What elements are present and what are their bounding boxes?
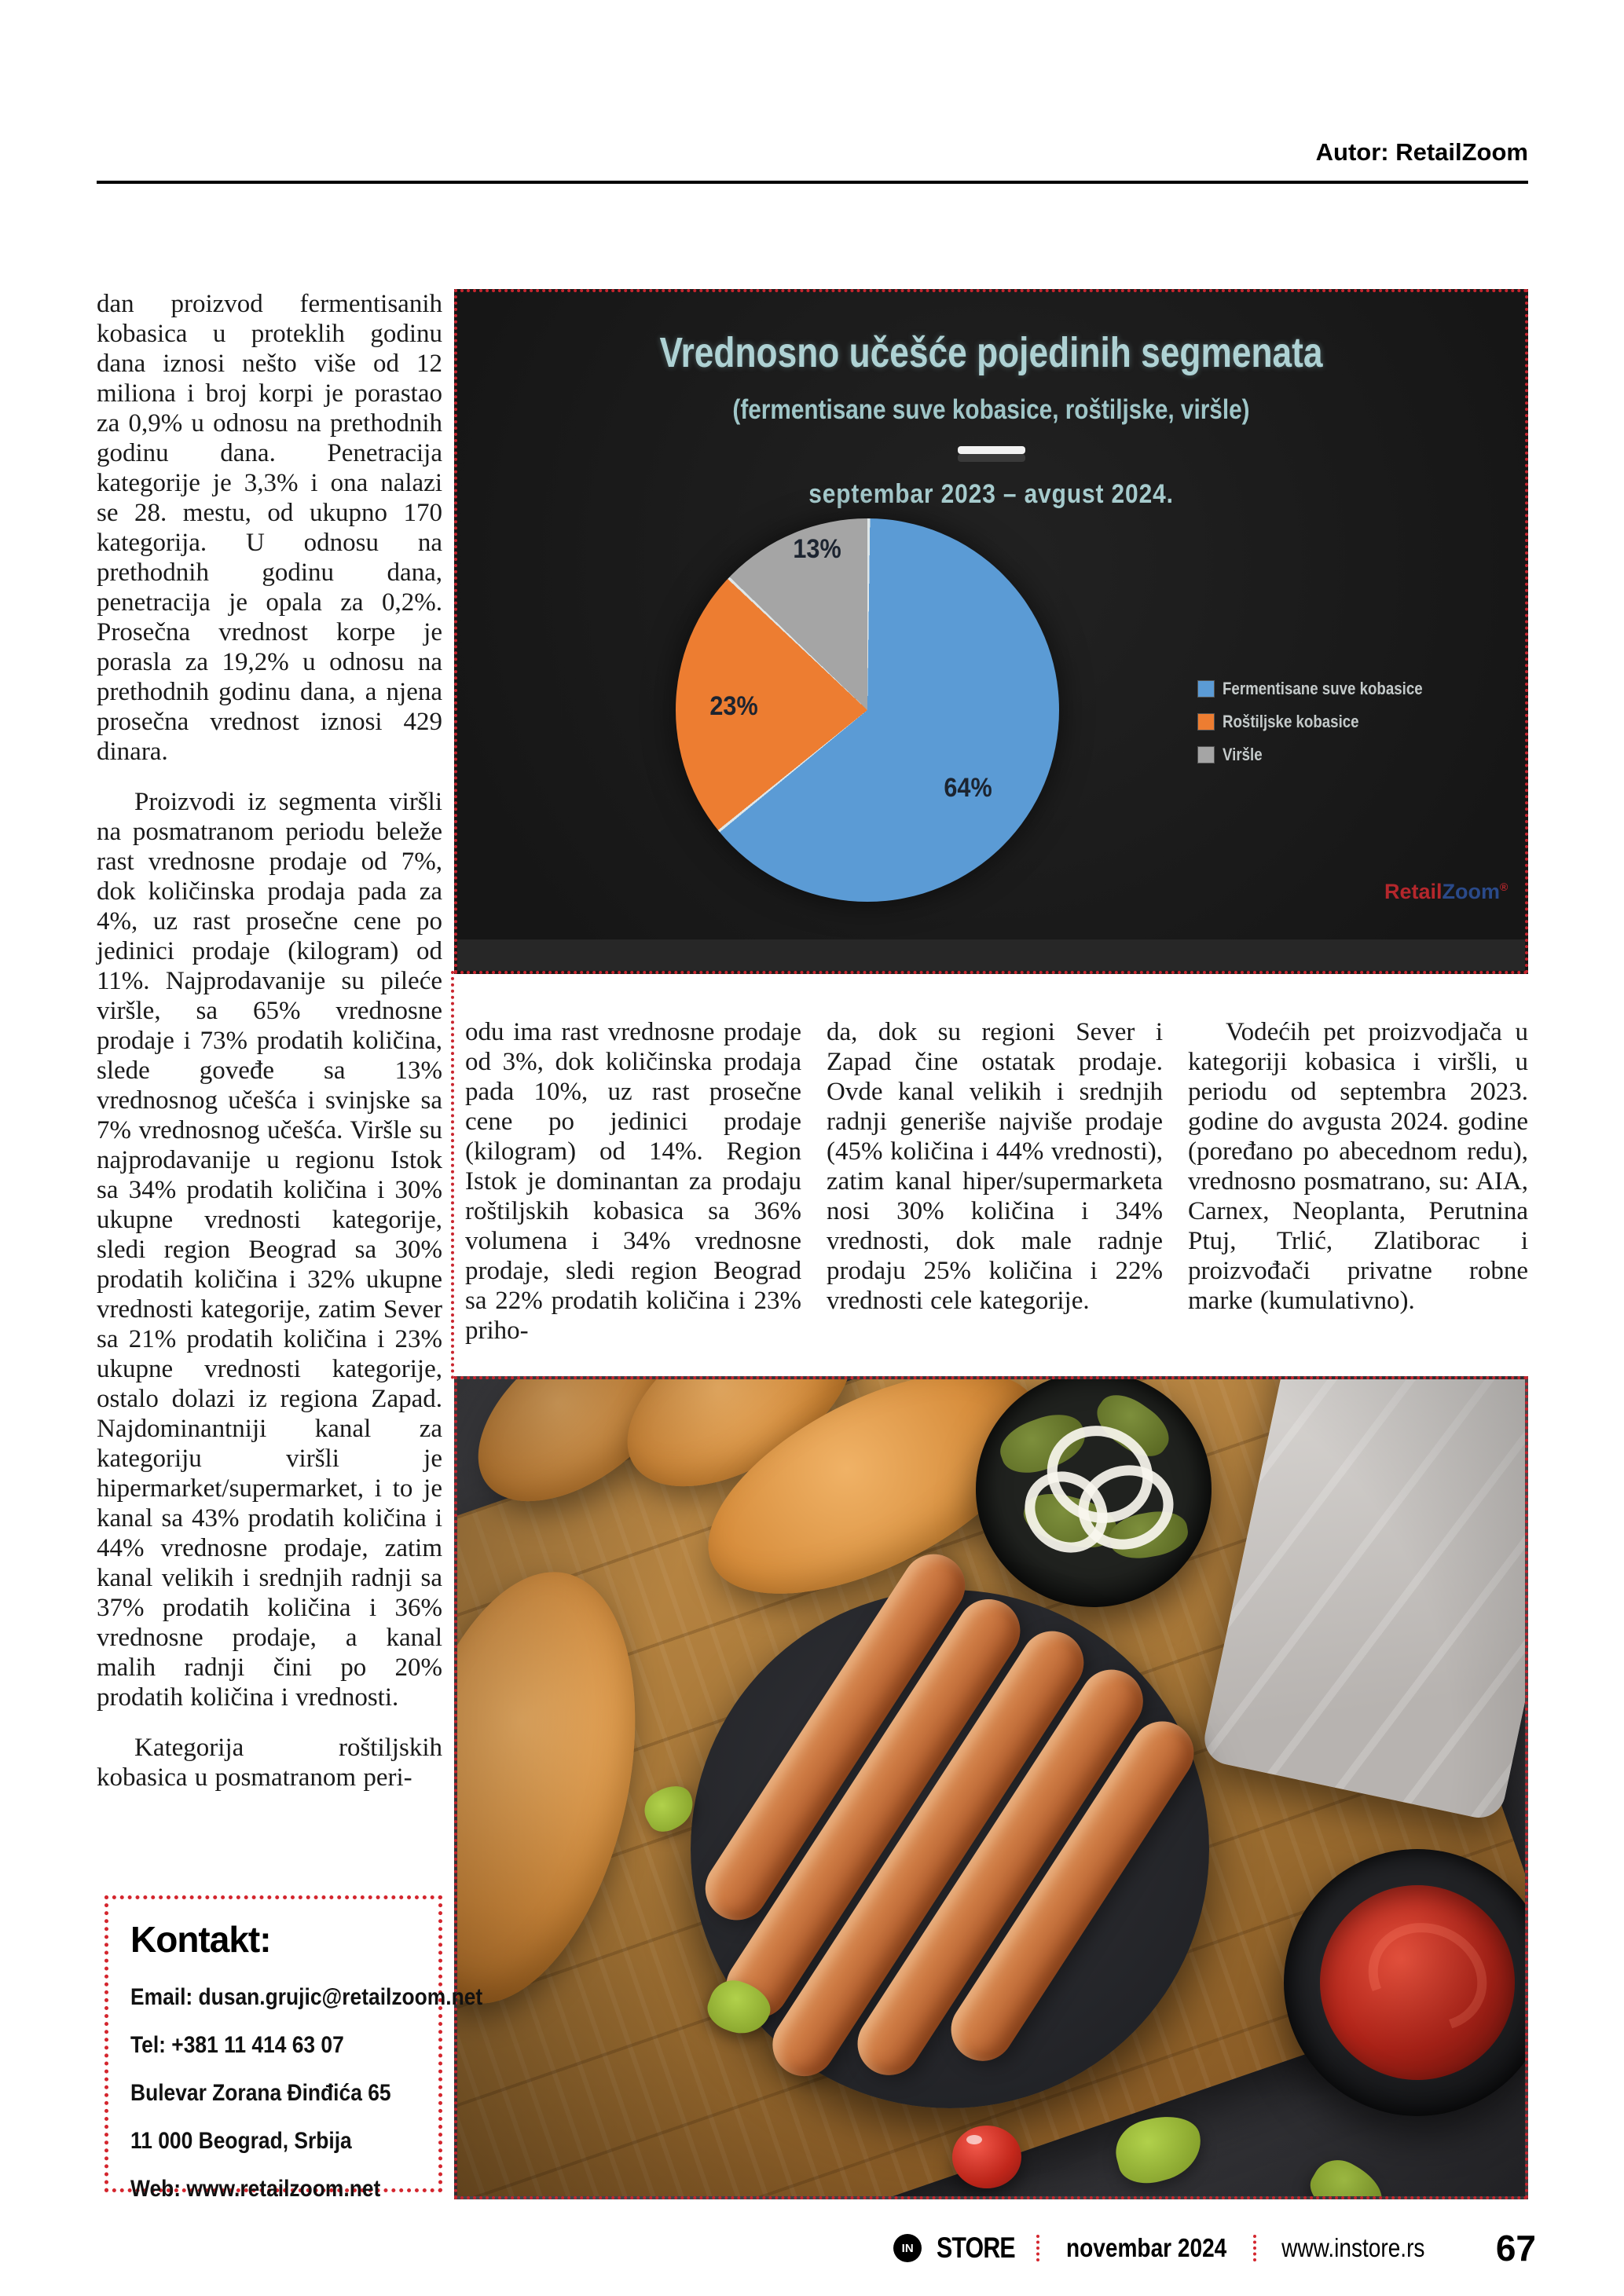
ketchup-bowl xyxy=(1284,1849,1525,2116)
retailzoom-watermark: RetailZoom® xyxy=(1384,880,1509,903)
footer-issue: novembar 2024 xyxy=(1065,2233,1227,2262)
title-dash-ornament xyxy=(957,446,1025,454)
legend-item: Roštiljske kobasice xyxy=(1197,712,1458,732)
ketchup xyxy=(1320,1885,1515,2080)
contact-phone: Tel: +381 11 414 63 07 xyxy=(130,2032,344,2058)
footer-brand: STORE xyxy=(937,2232,1016,2264)
pie-slice-label-gray: 13% xyxy=(793,534,841,564)
legend-swatch xyxy=(1197,746,1215,764)
article-column-3: da, dok su regioni Sever i Zapad čine os… xyxy=(827,1017,1163,1336)
page-number: 67 xyxy=(1495,2228,1536,2269)
paragraph: Kategorija roštiljskih kobasica u posmat… xyxy=(97,1734,442,1792)
pickle-bowl xyxy=(976,1379,1212,1607)
chart-subtitle: (fermentisane suve kobasice, roštiljske,… xyxy=(732,394,1250,425)
footer-separator xyxy=(1036,2235,1039,2261)
pie-slice-label-blue: 64% xyxy=(944,773,992,803)
footer-separator xyxy=(1253,2235,1257,2261)
legend-swatch xyxy=(1197,680,1215,698)
footer-site: www.instore.rs xyxy=(1281,2233,1425,2262)
legend-label: Roštiljske kobasice xyxy=(1223,712,1359,731)
chart-bottom-strip xyxy=(457,939,1525,971)
paragraph: odu ima rast vrednosne prodaje od 3%, do… xyxy=(465,1018,801,1345)
page-footer: IN STORE novembar 2024 www.instore.rs 67 xyxy=(893,2225,1536,2272)
photo-vignette xyxy=(457,1379,1525,2196)
cherry-tomato xyxy=(952,2126,1021,2188)
paragraph: Vodećih pet proizvodjača u kategoriji ko… xyxy=(1188,1018,1528,1315)
contact-address-street: Bulevar Zorana Đinđića 65 xyxy=(130,2080,391,2106)
legend-item: Viršle xyxy=(1197,745,1458,765)
author-line: Autor: RetailZoom xyxy=(1315,138,1528,166)
contact-web: Web: www.retailzoom.net xyxy=(130,2176,381,2202)
article-column-4: Vodećih pet proizvodjača u kategoriji ko… xyxy=(1188,1017,1528,1336)
pie xyxy=(676,518,1059,902)
header-rule xyxy=(97,181,1528,184)
pie-slice-label-orange: 23% xyxy=(709,691,758,721)
contact-title: Kontakt: xyxy=(130,1919,272,1960)
article-column-1: dan proizvod fermentisanih kobasica u pr… xyxy=(97,289,442,1868)
legend-item: Fermentisane suve kobasice xyxy=(1197,679,1458,699)
legend-label: Viršle xyxy=(1223,745,1263,764)
chart-title: Vrednosno učešće pojedinih segmenata xyxy=(659,329,1323,376)
chart-period: septembar 2023 – avgust 2024. xyxy=(808,479,1174,509)
chart-legend: Fermentisane suve kobasice Roštiljske ko… xyxy=(1197,679,1458,778)
paragraph: da, dok su regioni Sever i Zapad čine os… xyxy=(827,1018,1163,1315)
instore-logo-icon: IN xyxy=(893,2234,922,2262)
hotdog-photo xyxy=(454,1376,1528,2199)
contact-box: Kontakt: Email: dusan.grujic@retailzoom.… xyxy=(104,1895,483,2202)
contact-email: Email: dusan.grujic@retailzoom.net xyxy=(130,1984,483,2010)
legend-label: Fermentisane suve kobasice xyxy=(1223,679,1423,698)
column-divider-dotted xyxy=(451,971,454,1379)
paragraph: dan proizvod fermentisanih kobasica u pr… xyxy=(97,290,442,766)
article-column-2: odu ima rast vrednosne prodaje od 3%, do… xyxy=(465,1017,801,1366)
contact-address-city: 11 000 Beograd, Srbija xyxy=(130,2128,352,2154)
pie-chart-panel: Vrednosno učešće pojedinih segmenata (fe… xyxy=(454,289,1528,974)
paragraph: Proizvodi iz segmenta viršli na posmatra… xyxy=(97,788,442,1712)
legend-swatch xyxy=(1197,713,1215,731)
